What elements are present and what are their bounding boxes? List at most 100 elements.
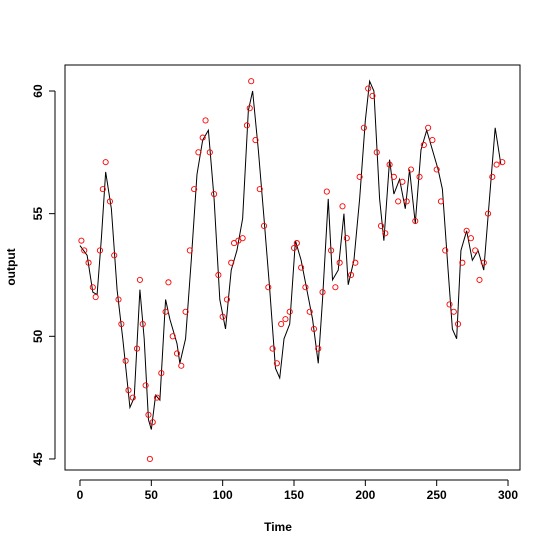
data-point xyxy=(115,296,122,303)
data-point xyxy=(239,235,246,242)
data-point xyxy=(142,382,149,389)
data-point xyxy=(390,173,397,180)
data-point xyxy=(339,203,346,210)
data-point xyxy=(81,247,88,254)
y-tick-label: 45 xyxy=(31,452,45,466)
data-point xyxy=(416,173,423,180)
data-point xyxy=(463,227,470,234)
data-point xyxy=(412,217,419,225)
y-axis-label: output xyxy=(4,248,18,285)
data-point xyxy=(99,186,106,193)
data-point xyxy=(243,122,250,129)
data-point xyxy=(278,320,285,328)
y-tick-label: 50 xyxy=(31,329,45,343)
x-tick-label: 250 xyxy=(427,488,447,502)
data-point xyxy=(96,247,104,254)
data-point xyxy=(191,186,198,193)
data-point xyxy=(348,271,355,279)
data-point xyxy=(446,301,453,308)
data-point xyxy=(310,325,318,332)
data-point xyxy=(395,198,402,205)
data-point xyxy=(149,419,156,426)
x-tick-label: 50 xyxy=(145,488,159,502)
data-point xyxy=(332,284,339,291)
data-point xyxy=(302,284,309,291)
data-point xyxy=(459,259,466,266)
data-point xyxy=(202,117,209,124)
data-point xyxy=(178,362,185,369)
data-point xyxy=(165,279,172,286)
data-point xyxy=(122,357,129,364)
data-point xyxy=(215,271,222,279)
data-point xyxy=(228,259,235,266)
data-point xyxy=(455,320,462,328)
data-point xyxy=(129,394,136,401)
x-tick-label: 0 xyxy=(77,488,84,502)
data-point xyxy=(146,455,153,463)
data-point xyxy=(139,320,146,328)
data-point xyxy=(386,161,393,168)
data-point xyxy=(437,198,445,205)
data-point xyxy=(252,137,259,144)
data-point xyxy=(162,308,169,315)
data-point xyxy=(199,134,206,141)
data-point xyxy=(382,230,389,237)
x-tick-label: 200 xyxy=(355,488,375,502)
data-point xyxy=(173,350,181,357)
x-axis-label: Time xyxy=(264,520,292,534)
data-point xyxy=(319,289,326,296)
data-point xyxy=(373,149,380,156)
data-point xyxy=(293,240,300,247)
data-point xyxy=(286,308,293,315)
data-point xyxy=(352,259,359,266)
y-tick-label: 60 xyxy=(31,84,45,98)
data-point xyxy=(206,149,213,156)
data-point xyxy=(356,173,363,180)
data-point xyxy=(328,247,335,254)
data-point xyxy=(246,105,253,112)
data-point xyxy=(290,244,298,252)
data-point xyxy=(153,394,161,401)
data-point xyxy=(169,333,176,340)
data-point xyxy=(450,308,457,315)
data-point xyxy=(472,247,479,254)
data-point xyxy=(365,85,372,92)
series-line xyxy=(79,79,502,430)
y-tick-label: 55 xyxy=(31,207,45,221)
data-point xyxy=(136,276,143,283)
data-point xyxy=(493,161,500,168)
data-point xyxy=(260,222,268,229)
data-point xyxy=(182,308,189,315)
data-point xyxy=(186,247,193,254)
data-point xyxy=(248,78,255,85)
data-point xyxy=(223,296,230,303)
data-point xyxy=(219,313,226,320)
data-point xyxy=(433,166,440,173)
data-point xyxy=(89,284,96,291)
data-point xyxy=(158,370,165,377)
plot-frame xyxy=(64,64,521,471)
data-point xyxy=(85,259,92,266)
data-point xyxy=(323,188,330,195)
data-point xyxy=(399,178,406,185)
data-point xyxy=(106,198,113,205)
data-point xyxy=(467,235,474,242)
data-point xyxy=(134,345,141,352)
data-point xyxy=(195,149,202,156)
data-point xyxy=(118,320,125,328)
data-point xyxy=(343,235,350,242)
data-point xyxy=(306,308,313,315)
data-point xyxy=(442,247,449,254)
data-point xyxy=(360,124,367,131)
data-point xyxy=(484,210,492,217)
data-point xyxy=(403,198,410,205)
data-point xyxy=(499,159,506,166)
data-point xyxy=(336,259,343,266)
data-point xyxy=(298,264,305,271)
data-point xyxy=(480,259,487,266)
data-point xyxy=(92,294,99,301)
data-point xyxy=(377,222,385,229)
data-point xyxy=(111,252,118,259)
data-point xyxy=(420,141,427,149)
data-point xyxy=(265,284,272,291)
